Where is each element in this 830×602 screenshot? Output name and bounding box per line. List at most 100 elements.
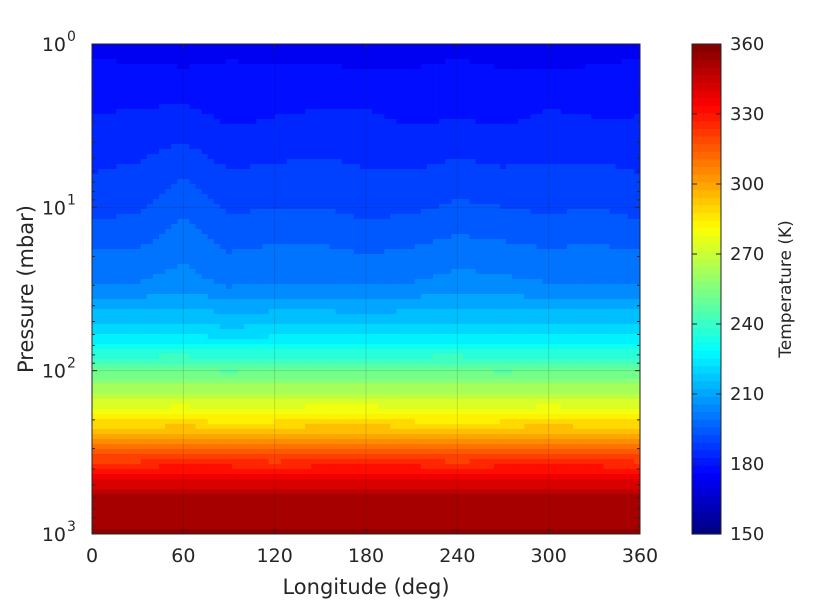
contour-cell bbox=[432, 289, 440, 295]
contour-cell bbox=[439, 294, 446, 300]
contour-cell bbox=[469, 274, 477, 280]
contour-cell bbox=[621, 284, 629, 290]
contour-cell bbox=[305, 299, 312, 305]
contour-cell bbox=[402, 144, 410, 150]
contour-cell bbox=[195, 214, 203, 220]
contour-cell bbox=[384, 84, 391, 90]
contour-cell bbox=[244, 174, 251, 180]
contour-cell bbox=[140, 104, 148, 110]
contour-cell bbox=[481, 309, 489, 315]
contour-cell bbox=[420, 79, 428, 85]
contour-cell bbox=[183, 174, 191, 180]
contour-cell bbox=[311, 249, 318, 255]
contour-cell bbox=[140, 294, 148, 300]
contour-cell bbox=[299, 64, 306, 70]
contour-cell bbox=[426, 179, 434, 185]
contour-cell bbox=[554, 114, 562, 120]
contour-cell bbox=[171, 44, 178, 50]
contour-cell bbox=[347, 289, 355, 295]
contour-cell bbox=[158, 89, 166, 95]
contour-cell bbox=[481, 69, 489, 75]
contour-cell bbox=[506, 64, 513, 70]
contour-cell bbox=[219, 239, 227, 245]
contour-cell bbox=[195, 219, 203, 225]
contour-cell bbox=[579, 209, 586, 215]
contour-cell bbox=[250, 319, 257, 325]
contour-cell bbox=[122, 299, 130, 305]
contour-cell bbox=[481, 99, 489, 105]
contour-cell bbox=[195, 179, 203, 185]
contour-cell bbox=[171, 279, 178, 285]
contour-cell bbox=[323, 44, 331, 50]
contour-cell bbox=[548, 249, 556, 255]
contour-cell bbox=[189, 94, 197, 100]
contour-cell bbox=[481, 89, 489, 95]
contour-cell bbox=[408, 74, 416, 80]
contour-cell bbox=[225, 144, 233, 150]
contour-cell bbox=[542, 294, 550, 300]
contour-cell bbox=[98, 304, 105, 310]
contour-cell bbox=[158, 304, 166, 310]
contour-cell bbox=[329, 59, 337, 65]
contour-cell bbox=[347, 69, 355, 75]
contour-cell bbox=[311, 194, 318, 200]
contour-cell bbox=[530, 284, 538, 290]
contour-cell bbox=[213, 159, 221, 165]
contour-cell bbox=[347, 234, 355, 240]
contour-cell bbox=[463, 219, 471, 225]
contour-cell bbox=[591, 299, 598, 305]
contour-cell bbox=[536, 49, 544, 55]
contour-cell bbox=[122, 214, 130, 220]
contour-cell bbox=[274, 154, 282, 160]
contour-cell bbox=[390, 114, 398, 120]
contour-cell bbox=[560, 214, 568, 220]
contour-cell bbox=[359, 119, 367, 125]
contour-cell bbox=[579, 159, 586, 165]
contour-cell bbox=[165, 184, 172, 190]
contour-cell bbox=[305, 144, 312, 150]
contour-cell bbox=[98, 69, 105, 75]
contour-cell bbox=[493, 284, 501, 290]
contour-cell bbox=[542, 194, 550, 200]
contour-cell bbox=[250, 304, 257, 310]
contour-cell bbox=[475, 234, 483, 240]
contour-cell bbox=[621, 174, 629, 180]
contour-cell bbox=[469, 214, 477, 220]
contour-cell bbox=[451, 74, 458, 80]
contour-cell bbox=[104, 119, 111, 125]
contour-cell bbox=[250, 264, 257, 270]
contour-cell bbox=[609, 119, 617, 125]
contour-cell bbox=[609, 234, 617, 240]
contour-cell bbox=[299, 224, 306, 230]
contour-cell bbox=[98, 204, 105, 210]
contour-cell bbox=[390, 119, 398, 125]
contour-cell bbox=[305, 204, 312, 210]
contour-cell bbox=[335, 269, 343, 275]
contour-cell bbox=[146, 314, 154, 320]
contour-cell bbox=[396, 299, 404, 305]
contour-cell bbox=[499, 89, 507, 95]
contour-cell bbox=[116, 169, 124, 175]
contour-cell bbox=[347, 114, 355, 120]
contour-cell bbox=[286, 119, 294, 125]
contour-cell bbox=[469, 249, 477, 255]
contour-cell bbox=[280, 154, 288, 160]
contour-cell bbox=[609, 304, 617, 310]
contour-cell bbox=[225, 54, 233, 60]
contour-cell bbox=[548, 304, 556, 310]
contour-cell bbox=[104, 124, 111, 130]
contour-cell bbox=[609, 299, 617, 305]
contour-cell bbox=[615, 234, 623, 240]
contour-cell bbox=[560, 164, 568, 170]
contour-cell bbox=[591, 49, 598, 55]
contour-cell bbox=[518, 304, 525, 310]
contour-cell bbox=[292, 274, 300, 280]
contour-cell bbox=[146, 214, 154, 220]
contour-cell bbox=[597, 259, 605, 265]
contour-cell bbox=[128, 64, 136, 70]
contour-cell bbox=[439, 74, 446, 80]
contour-cell bbox=[92, 149, 99, 155]
contour-cell bbox=[621, 254, 629, 260]
contour-cell bbox=[542, 224, 550, 230]
contour-cell bbox=[469, 269, 477, 275]
